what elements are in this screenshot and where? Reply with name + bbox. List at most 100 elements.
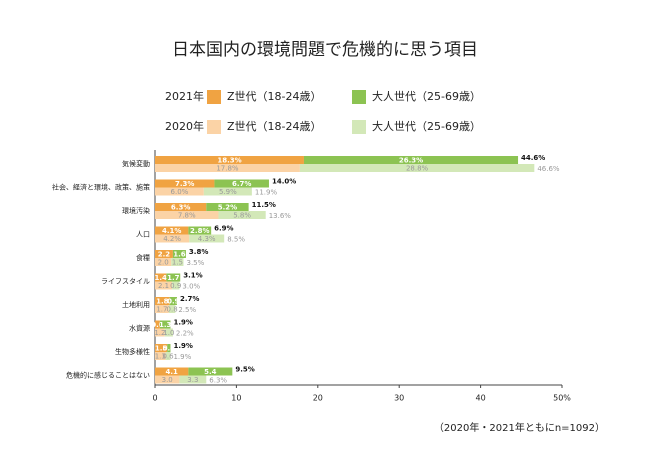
bar-segment bbox=[218, 211, 266, 219]
bar-segment bbox=[155, 344, 168, 352]
bar-segment bbox=[155, 273, 167, 282]
total-label: 14.0% bbox=[272, 178, 296, 186]
value-label: 18.3% bbox=[217, 157, 241, 165]
chart-title: 日本国内の環境問題で危機的に思う項目 bbox=[172, 40, 478, 60]
total-label: 44.6% bbox=[521, 154, 545, 162]
value-label: 1.4 bbox=[154, 274, 167, 282]
value-label: 2.1 bbox=[158, 282, 169, 290]
bar-segment bbox=[172, 281, 180, 290]
total-label: 3.1% bbox=[183, 272, 202, 280]
value-label: 6.7% bbox=[232, 180, 251, 188]
value-label: 4.1% bbox=[162, 227, 181, 235]
bar-segment bbox=[155, 211, 219, 219]
value-label: 5.2% bbox=[218, 204, 237, 212]
total-label: 13.6% bbox=[269, 212, 292, 220]
value-label: 1.0 bbox=[163, 329, 174, 337]
value-label: 1.8 bbox=[156, 298, 169, 306]
value-label: 0.9 bbox=[167, 298, 180, 306]
value-label: 2.2 bbox=[158, 251, 171, 259]
value-label: 5.8% bbox=[233, 212, 251, 220]
bar-segment bbox=[155, 156, 304, 164]
x-tick-label: 20 bbox=[313, 394, 323, 403]
value-label: 6.3% bbox=[171, 204, 190, 212]
bar-segment bbox=[159, 320, 171, 329]
total-label: 6.3% bbox=[209, 377, 227, 385]
total-label: 3.0% bbox=[182, 283, 200, 291]
x-tick-label: 10 bbox=[231, 394, 241, 403]
bar-segment bbox=[155, 187, 204, 196]
legend-group-label: 2020年 bbox=[165, 119, 204, 133]
total-label: 46.6% bbox=[537, 165, 560, 173]
total-label: 3.8% bbox=[189, 248, 208, 256]
category-label: 気候変動 bbox=[122, 159, 150, 168]
x-tick-label: 40 bbox=[476, 394, 486, 403]
bar-segment bbox=[188, 367, 233, 376]
bar-segment bbox=[155, 164, 300, 172]
total-label: 2.5% bbox=[178, 306, 196, 314]
category-label: 危機的に感じることはない bbox=[66, 371, 150, 380]
legend-swatch bbox=[352, 90, 366, 104]
category-label: ライフスタイル bbox=[101, 277, 150, 286]
total-label: 1.9% bbox=[173, 319, 192, 327]
bar-segment bbox=[189, 234, 225, 243]
legend-label: 大人世代（25-69歳） bbox=[372, 119, 481, 133]
bar-segment bbox=[166, 273, 181, 282]
footnote: （2020年・2021年ともにn=1092） bbox=[434, 421, 605, 434]
bar-segment bbox=[155, 226, 189, 235]
category-label: 食糧 bbox=[136, 253, 150, 262]
category-label: 環境汚染 bbox=[122, 206, 150, 215]
legend-swatch bbox=[352, 120, 366, 134]
bar-segment bbox=[155, 375, 180, 384]
bar-segment bbox=[206, 203, 249, 211]
bar-segment bbox=[155, 367, 189, 376]
value-label: 1.6 bbox=[173, 251, 186, 259]
total-label: 3.5% bbox=[186, 259, 204, 267]
value-label: 1.7 bbox=[156, 306, 167, 314]
bar-segment bbox=[203, 187, 252, 196]
value-label: 26.3% bbox=[399, 157, 423, 165]
value-label: 4.3% bbox=[198, 235, 216, 243]
value-label: 0.8 bbox=[167, 306, 178, 314]
bar-segment bbox=[155, 305, 169, 313]
value-label: 3.0 bbox=[162, 376, 173, 384]
legend-swatch bbox=[207, 90, 221, 104]
value-label: 0.6 bbox=[151, 321, 164, 329]
bar-segment bbox=[299, 164, 535, 172]
value-label: 17.8% bbox=[216, 165, 239, 173]
value-label: 28.8% bbox=[406, 165, 429, 173]
value-label: 1.2 bbox=[154, 329, 165, 337]
category-label: 社会、経済と環境、政策、施策 bbox=[52, 183, 150, 192]
total-label: 6.9% bbox=[214, 225, 233, 233]
value-label: 7.3% bbox=[175, 180, 194, 188]
value-label: 0.9 bbox=[170, 282, 181, 290]
bar-segment bbox=[168, 305, 176, 313]
total-label: 9.5% bbox=[235, 366, 254, 374]
value-label: 2.0 bbox=[158, 259, 169, 267]
bar-segment bbox=[155, 320, 160, 329]
legend-label: 大人世代（25-69歳） bbox=[372, 89, 481, 103]
total-label: 1.9% bbox=[173, 342, 192, 350]
x-tick-label: 0 bbox=[152, 394, 157, 403]
bar-segment bbox=[188, 226, 212, 235]
value-label: 1.5 bbox=[172, 259, 183, 267]
value-label: 3.3 bbox=[187, 376, 198, 384]
legend-label: Z世代（18-24歳） bbox=[227, 90, 322, 103]
value-label: 0.6 bbox=[162, 353, 174, 361]
bar-segment bbox=[155, 203, 207, 211]
bar-segment bbox=[155, 250, 173, 258]
bar-segment bbox=[155, 352, 166, 360]
bar-segment bbox=[155, 297, 170, 305]
bar-segment bbox=[155, 328, 165, 337]
value-label: 7.8% bbox=[178, 212, 196, 220]
legend-swatch bbox=[207, 120, 221, 134]
total-label: 8.5% bbox=[227, 236, 245, 244]
value-label: 5.4 bbox=[204, 368, 217, 376]
bar-segment bbox=[169, 297, 177, 305]
bar-segment bbox=[155, 179, 215, 188]
value-label: 6.0% bbox=[171, 188, 189, 196]
category-label: 土地利用 bbox=[122, 300, 150, 309]
value-label: 5.9% bbox=[219, 188, 237, 196]
value-label: 2.8% bbox=[190, 227, 209, 235]
x-tick-label: 50% bbox=[553, 394, 571, 403]
